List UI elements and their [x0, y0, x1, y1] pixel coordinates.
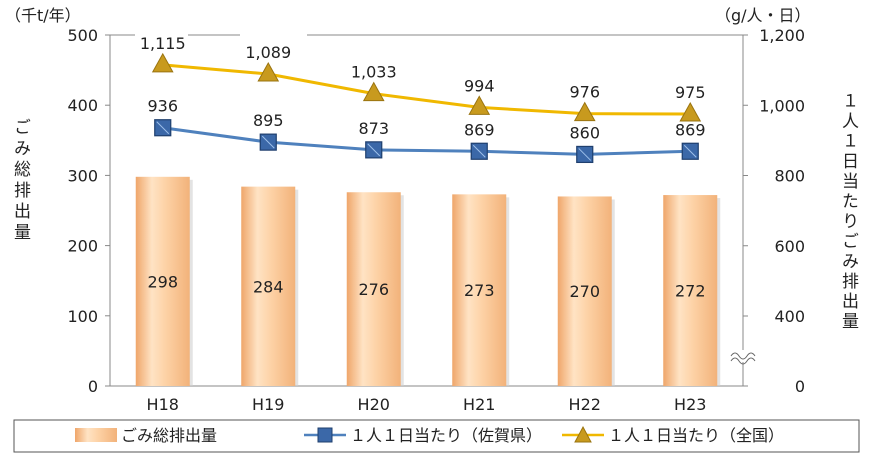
legend-saga-marker: [317, 427, 333, 443]
left-tick-label: 500: [67, 26, 98, 45]
national-point-marker: [573, 101, 596, 122]
x-axis-ticks: H18 H19 H20 H21 H22 H23: [147, 395, 707, 414]
x-tick-label: H19: [252, 395, 284, 414]
plot-area: [109, 34, 744, 387]
saga-value-label: 895: [253, 111, 284, 130]
left-tick-label: 400: [67, 96, 98, 115]
national-value-label: 975: [675, 83, 706, 102]
saga-value-label: 936: [147, 97, 178, 116]
bar-value-label: 284: [253, 277, 284, 296]
national-value-label: 1,089: [245, 43, 291, 62]
right-tick-label: 0: [795, 377, 805, 396]
x-tick-label: H23: [674, 395, 706, 414]
bar: [241, 186, 296, 386]
x-tick-label: H18: [147, 395, 179, 414]
bar: [135, 176, 190, 386]
left-tick-label: 0: [88, 377, 98, 396]
right-tick-label: 400: [774, 307, 805, 326]
saga-marker-highlight: [578, 148, 592, 161]
right-tick-label: 1,200: [759, 26, 805, 45]
national-value-label: 1,115: [140, 34, 186, 53]
saga-marker-highlight: [367, 143, 381, 157]
legend-bar-label: ごみ総排出量: [121, 426, 217, 445]
x-tick-label: H20: [358, 395, 390, 414]
national-series-line: [162, 63, 691, 116]
bar-value-label: 276: [358, 280, 389, 299]
right-tick-label: 800: [774, 167, 805, 186]
legend-saga-label: １人１日当たり（佐賀県）: [350, 426, 542, 445]
legend-national-marker: [574, 425, 592, 443]
legend-frame: [13, 419, 860, 453]
national-value-label: 1,033: [351, 63, 397, 82]
saga-value-label: 869: [675, 120, 706, 139]
saga-marker-highlight: [261, 135, 275, 149]
line-series: 936 895 873 869 860 869 1,115 1,089 1,033 994 976 9…: [140, 34, 706, 164]
bar: [557, 196, 612, 386]
legend-national-label: １人１日当たり（全国）: [608, 426, 784, 445]
bar-value-label: 298: [147, 272, 178, 291]
legend: ごみ総排出量 １人１日当たり（佐賀県） １人１日当たり（全国）: [13, 419, 860, 453]
national-value-label: 994: [464, 76, 495, 95]
bar-value-label: 273: [464, 281, 495, 300]
national-point-marker: [151, 52, 174, 73]
left-unit-label: （千t/年）: [5, 6, 81, 25]
x-tick-label: H22: [569, 395, 601, 414]
left-tick-label: 300: [67, 166, 98, 185]
national-point-marker: [679, 102, 702, 122]
national-point-marker: [468, 95, 491, 115]
bar: [452, 194, 507, 386]
saga-value-label: 873: [358, 119, 389, 138]
bar-value-label: 270: [569, 282, 600, 301]
saga-value-label: 860: [569, 123, 600, 142]
left-tick-label: 100: [67, 307, 98, 326]
bar-series: 298 284 276 273 270 272: [135, 176, 721, 386]
left-tick-label: 200: [67, 237, 98, 256]
legend-bar-swatch: [75, 428, 117, 442]
bar: [663, 195, 718, 386]
saga-marker-highlight: [472, 144, 486, 158]
saga-series-line: [162, 126, 691, 156]
right-unit-label: （g/人・日）: [715, 6, 811, 25]
left-axis-title: ごみ総排出量: [10, 118, 31, 244]
national-value-label: 976: [569, 83, 600, 102]
national-point-marker: [257, 61, 280, 82]
saga-marker-highlight: [156, 121, 170, 135]
bar-value-label: 272: [675, 282, 706, 301]
right-axis-ticks: 0 400 600 800 1,000 1,200: [743, 26, 805, 396]
saga-value-label: 869: [464, 120, 495, 139]
axis-break-mark: [730, 350, 756, 365]
saga-marker-highlight: [683, 144, 697, 158]
x-tick-label: H21: [463, 395, 495, 414]
right-tick-label: 1,000: [759, 96, 805, 115]
bar: [346, 192, 401, 386]
left-axis-ticks: 0 100 200 300 400 500: [67, 26, 110, 396]
right-tick-label: 600: [774, 237, 805, 256]
right-axis-title: １人１日当たりごみ排出量: [838, 92, 859, 332]
national-point-marker: [362, 81, 385, 102]
